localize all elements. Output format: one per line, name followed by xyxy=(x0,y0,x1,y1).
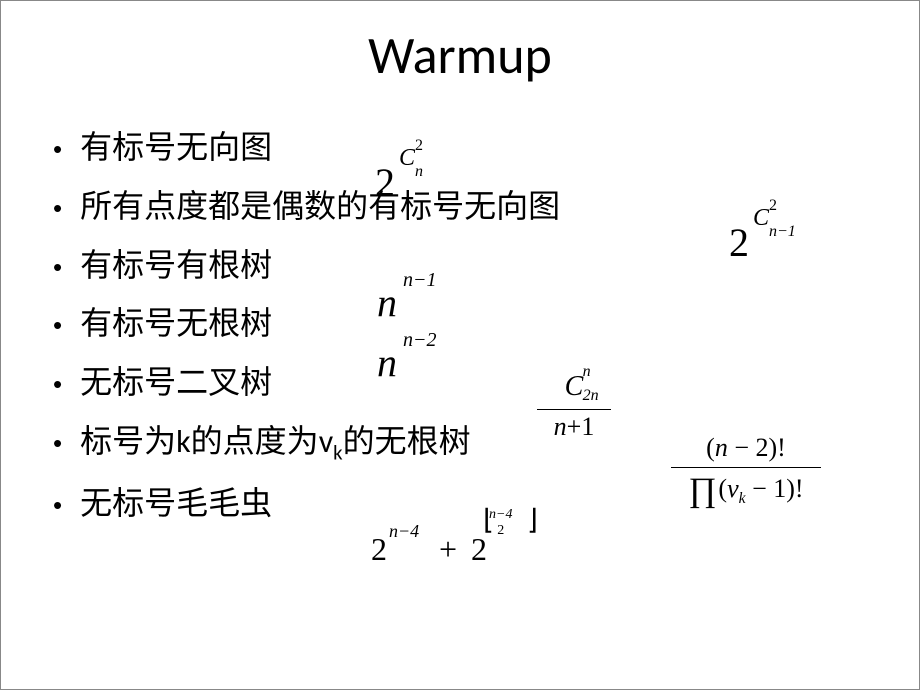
formula-denominator: n+1 xyxy=(537,412,611,442)
formula-sym: C xyxy=(565,371,584,402)
formula-term1: 2 n−4 xyxy=(371,531,387,568)
formula-one: 1 xyxy=(581,412,594,441)
bullet-text: 无标号二叉树 xyxy=(80,360,272,405)
formula-2: 2 xyxy=(756,433,769,462)
formula-sub: 2n xyxy=(583,387,599,405)
formula-n: n xyxy=(715,433,728,462)
formula-numerator: n−4 xyxy=(489,507,512,523)
formula-sup-sym: C xyxy=(753,205,769,232)
formula-exp: n−2 xyxy=(403,329,437,352)
formula-sup: n xyxy=(583,363,591,381)
formula-5: C 2n n n+1 xyxy=(537,371,611,442)
bullet-item: • 有标号有根树 xyxy=(53,243,919,288)
bullet-dot-icon: • xyxy=(53,190,62,226)
bullet-item: • 所有点度都是偶数的有标号无向图 xyxy=(53,184,919,229)
formula-7: 2 n−4 + 2 ⌊ n−4 2 ⌋ xyxy=(371,531,487,568)
floor-fraction: n−4 2 xyxy=(489,507,512,539)
bullet-text-part: 的点度为 xyxy=(191,423,319,459)
floor-right-icon: ⌋ xyxy=(527,503,538,537)
bullet-text-part: 的无根树 xyxy=(343,423,471,459)
paren-fact: )! xyxy=(769,433,786,462)
formula-exp: n−1 xyxy=(403,269,437,292)
formula-minus: − xyxy=(746,474,774,503)
bullet-text-v: v xyxy=(319,422,333,461)
formula-exp: n−4 xyxy=(389,521,419,542)
formula-4: n n−2 xyxy=(377,339,397,386)
bullet-dot-icon: • xyxy=(53,425,62,461)
slide-title: Warmup xyxy=(1,1,919,97)
formula-denominator: ∏(vk − 1)! xyxy=(671,472,821,510)
bullet-text: 标号为k的点度为vk的无根树 xyxy=(80,419,471,468)
formula-v: v xyxy=(727,474,739,503)
formula-sub: n−1 xyxy=(769,223,796,241)
formula-sup-sym: C xyxy=(399,145,415,172)
bullet-item: • 有标号无向图 xyxy=(53,125,919,170)
formula-base: n xyxy=(377,340,397,385)
product-symbol: ∏ xyxy=(688,472,716,510)
paren-fact: )! xyxy=(786,474,803,503)
formula-6: (n − 2)! ∏(vk − 1)! xyxy=(671,433,821,510)
bullet-dot-icon: • xyxy=(53,249,62,285)
bullet-text: 无标号毛毛虫 xyxy=(80,481,272,526)
bullet-text-sub: k xyxy=(333,439,342,465)
formula-base: 2 xyxy=(371,531,387,567)
formula-k: k xyxy=(739,490,746,507)
formula-2: 2 C n−1 2 xyxy=(729,219,749,266)
formula-n: n xyxy=(554,412,567,441)
bullet-dot-icon: • xyxy=(53,366,62,402)
formula-3: n n−1 xyxy=(377,279,397,326)
paren-l: ( xyxy=(718,474,727,503)
bullet-text: 有标号无向图 xyxy=(80,125,272,170)
bullet-dot-icon: • xyxy=(53,307,62,343)
bullet-item: • 有标号无根树 xyxy=(53,301,919,346)
bullet-text-k: k xyxy=(176,422,191,461)
bullet-item: • 无标号二叉树 xyxy=(53,360,919,405)
formula-plus: + xyxy=(439,531,457,567)
formula-sup: 2 xyxy=(415,137,423,155)
paren-l: ( xyxy=(706,433,715,462)
formula-base: 2 xyxy=(375,160,395,205)
fraction-bar xyxy=(671,467,821,468)
bullet-dot-icon: • xyxy=(53,487,62,523)
formula-term2: 2 ⌊ n−4 2 ⌋ xyxy=(471,531,487,568)
formula-1: 2 C n 2 xyxy=(375,159,395,206)
formula-base: n xyxy=(377,280,397,325)
bullet-dot-icon: • xyxy=(53,131,62,167)
formula-denominator: 2 xyxy=(489,523,512,539)
formula-1: 1 xyxy=(773,474,786,503)
bullet-text: 有标号无根树 xyxy=(80,301,272,346)
formula-plus: + xyxy=(567,412,582,441)
formula-numerator: (n − 2)! xyxy=(671,433,821,463)
bullet-text-part: 标号为 xyxy=(80,423,176,459)
formula-sub: n xyxy=(415,163,423,181)
fraction-bar xyxy=(537,409,611,410)
bullet-text: 所有点度都是偶数的有标号无向图 xyxy=(80,184,560,229)
formula-minus: − xyxy=(728,433,756,462)
bullet-text: 有标号有根树 xyxy=(80,243,272,288)
formula-numerator: C 2n n xyxy=(565,371,584,403)
formula-base: 2 xyxy=(729,220,749,265)
formula-sup: 2 xyxy=(769,197,777,215)
